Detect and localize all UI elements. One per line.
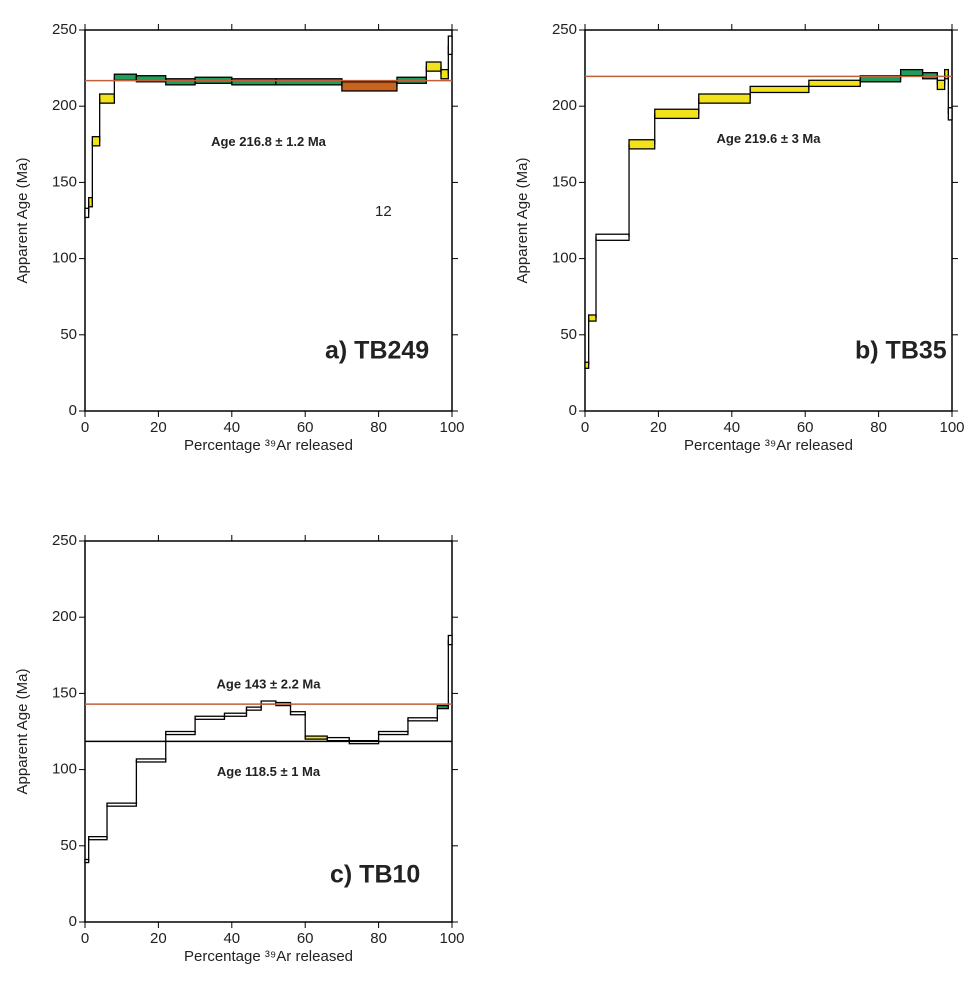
plot-frame: [84, 540, 453, 923]
step-box: [698, 93, 751, 104]
y-tick-label: 250: [552, 21, 577, 38]
panel-label: a) TB249: [325, 337, 429, 365]
y-tick-label: 0: [69, 402, 77, 419]
step-box: [749, 85, 810, 94]
y-tick-label: 200: [52, 608, 77, 625]
step-box: [88, 836, 108, 841]
plateau-label: Age 118.5 ± 1 Ma: [217, 764, 321, 779]
x-tick-label: 40: [223, 419, 240, 436]
step-box: [165, 730, 196, 736]
x-axis-label: Percentage ³⁹Ar released: [184, 437, 353, 454]
x-tick-label: 40: [223, 930, 240, 947]
y-tick-label: 200: [552, 97, 577, 114]
step-box: [899, 68, 924, 77]
step-box: [99, 93, 116, 104]
x-tick-label: 0: [81, 419, 89, 436]
step-box: [440, 68, 449, 80]
y-tick-label: 50: [60, 837, 77, 854]
step-box: [289, 711, 306, 716]
y-tick-label: 100: [52, 250, 77, 267]
y-tick-label: 50: [60, 326, 77, 343]
step-box: [936, 79, 946, 91]
step-box: [113, 73, 138, 81]
step-box: [304, 735, 328, 740]
x-axis-label: Percentage ³⁹Ar released: [184, 948, 353, 965]
y-tick-label: 200: [52, 97, 77, 114]
step-box: [595, 233, 630, 241]
x-tick-label: 80: [370, 930, 387, 947]
x-axis-label: Percentage ³⁹Ar released: [684, 437, 853, 454]
panel-label: c) TB10: [330, 861, 420, 889]
plot-frame: [584, 29, 953, 412]
annotation: 12: [375, 203, 392, 220]
y-tick-label: 0: [569, 402, 577, 419]
x-tick-label: 80: [370, 419, 387, 436]
y-tick-label: 0: [69, 913, 77, 930]
plateau-label: Age 216.8 ± 1.2 Ma: [211, 134, 327, 149]
step-box: [194, 715, 226, 720]
step-box: [165, 78, 196, 86]
x-tick-label: 20: [150, 419, 167, 436]
y-tick-label: 150: [52, 173, 77, 190]
step-box: [377, 730, 409, 736]
x-tick-label: 0: [81, 930, 89, 947]
plateau-label: Age 143 ± 2.2 Ma: [217, 677, 322, 692]
step-box: [135, 758, 167, 763]
x-tick-label: 80: [870, 419, 887, 436]
y-axis-label: Apparent Age (Ma): [14, 669, 31, 795]
x-tick-label: 100: [939, 419, 964, 436]
x-tick-label: 20: [650, 419, 667, 436]
x-tick-label: 60: [297, 419, 314, 436]
y-tick-label: 250: [52, 21, 77, 38]
x-tick-label: 40: [723, 419, 740, 436]
x-tick-label: 60: [297, 930, 314, 947]
y-tick-label: 50: [560, 326, 577, 343]
step-box: [588, 314, 597, 322]
step-box: [407, 717, 438, 722]
step-box: [436, 704, 449, 710]
step-box: [628, 139, 656, 150]
step-box: [275, 78, 343, 86]
step-box: [654, 108, 700, 120]
y-axis-label: Apparent Age (Ma): [14, 158, 31, 284]
y-tick-label: 250: [52, 532, 77, 549]
step-box: [341, 81, 398, 92]
x-tick-label: 100: [439, 419, 464, 436]
step-box: [808, 79, 861, 88]
y-tick-label: 150: [52, 684, 77, 701]
plot-frame: [84, 29, 453, 412]
x-tick-label: 60: [797, 419, 814, 436]
y-axis-label: Apparent Age (Ma): [514, 158, 531, 284]
step-box: [91, 136, 101, 147]
panel-label: b) TB35: [855, 337, 947, 365]
step-box: [231, 78, 277, 86]
plateau-label: Age 219.6 ± 3 Ma: [717, 131, 822, 146]
step-box: [425, 61, 442, 72]
step-box: [245, 706, 262, 711]
x-tick-label: 20: [150, 930, 167, 947]
step-box: [326, 736, 350, 742]
y-tick-label: 150: [552, 173, 577, 190]
y-tick-label: 100: [52, 761, 77, 778]
step-box: [223, 712, 248, 717]
x-tick-label: 0: [581, 419, 589, 436]
y-tick-label: 100: [552, 250, 577, 267]
step-box: [106, 802, 138, 807]
x-tick-label: 100: [439, 930, 464, 947]
